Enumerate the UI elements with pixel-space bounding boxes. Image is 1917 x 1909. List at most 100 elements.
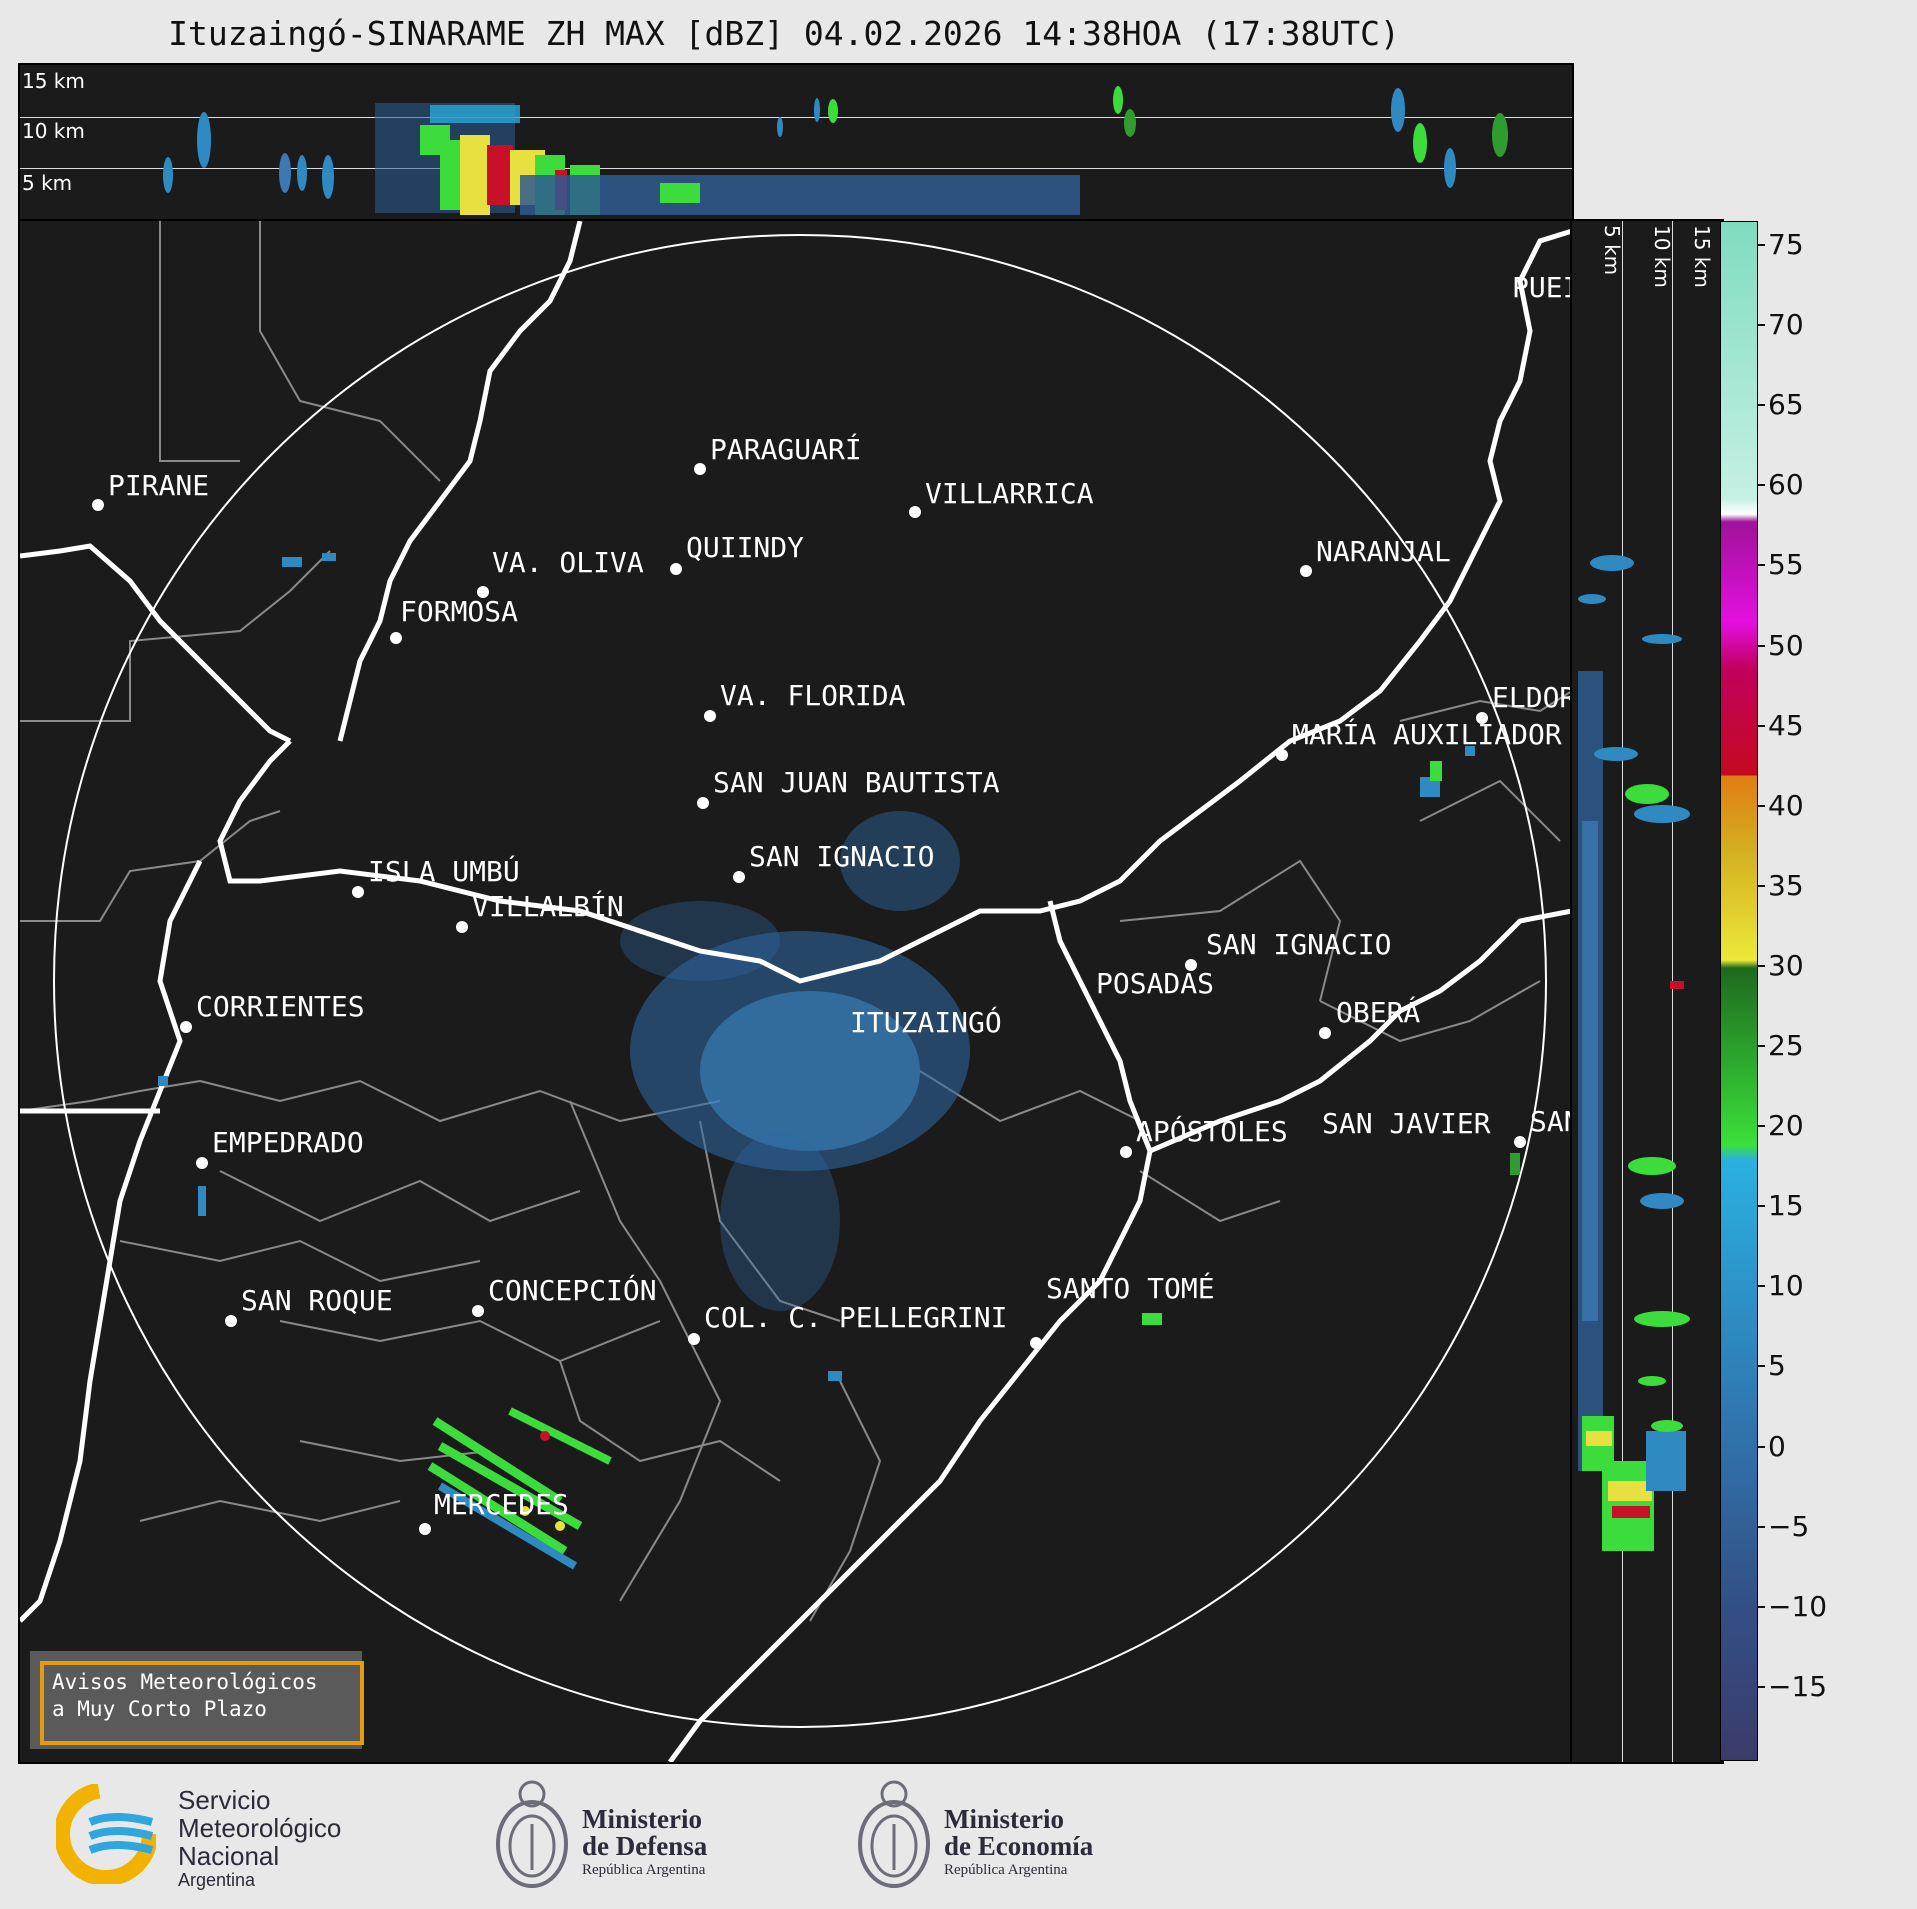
- colorbar-tick-label: 20: [1768, 1109, 1804, 1143]
- top-echoes: [163, 86, 1508, 215]
- colorbar-tick-label: 45: [1768, 708, 1804, 742]
- economia-logo-text: Ministerio de Economía República Argenti…: [944, 1806, 1093, 1880]
- city-label-apostoles: APÓSTOLES: [1136, 1115, 1288, 1148]
- city-dot: [1300, 565, 1312, 577]
- colorbar-tick-label: 40: [1768, 788, 1804, 822]
- city-dot: [704, 710, 716, 722]
- colorbar-tick-label: 65: [1768, 388, 1804, 422]
- city-label-villarrica: VILLARRICA: [925, 477, 1094, 510]
- city-label-empedrado: EMPEDRADO: [212, 1126, 364, 1159]
- altitude-line-5km: [20, 168, 1572, 169]
- smn-line-2: Meteorológico: [178, 1813, 342, 1843]
- city-label-ituzaingo: ITUZAINGÓ: [850, 1006, 1002, 1039]
- city-label-san-ignacio-ar: SAN IGNACIO: [1206, 928, 1392, 961]
- city-label-san-juan-bautista: SAN JUAN BAUTISTA: [713, 766, 1000, 799]
- city-dot: [697, 797, 709, 809]
- city-label-san: SAN: [1530, 1105, 1572, 1138]
- city-label-formosa: FORMOSA: [400, 595, 519, 628]
- colorbar-tick-mark: [1757, 964, 1765, 967]
- side-line-5km: [1622, 221, 1623, 1762]
- side-echoes: [1578, 555, 1690, 1551]
- colorbar-tick-mark: [1757, 1045, 1765, 1048]
- colorbar-tick-label: 60: [1768, 468, 1804, 502]
- colorbar-tick-mark: [1757, 724, 1765, 727]
- colorbar-tick-label: 5: [1768, 1349, 1786, 1383]
- colorbar-tick-label: 50: [1768, 628, 1804, 662]
- near-radar-echoes: [620, 811, 970, 1311]
- colorbar-tick-mark: [1757, 1605, 1765, 1608]
- colorbar-tick-label: 10: [1768, 1269, 1804, 1303]
- colorbar-tick-mark: [1757, 1365, 1765, 1368]
- colorbar-tick-label: 70: [1768, 308, 1804, 342]
- colorbar-tick-label: −5: [1768, 1509, 1810, 1543]
- colorbar-tick-mark: [1757, 244, 1765, 247]
- altitude-label-10km: 10 km: [22, 119, 85, 143]
- avisos-line-2: a Muy Corto Plazo: [52, 1697, 267, 1721]
- colorbar-tick-mark: [1757, 324, 1765, 327]
- city-dot: [1476, 712, 1488, 724]
- city-label-puei: PUEI: [1512, 271, 1574, 304]
- city-label-concepcion: CONCEPCIÓN: [488, 1274, 657, 1307]
- smn-logo-icon: [56, 1784, 156, 1884]
- city-label-pirane: PIRANE: [108, 469, 210, 502]
- smn-logo-text: Servicio Meteorológico Nacional Argentin…: [178, 1786, 341, 1890]
- scattered-echoes: [158, 553, 1520, 1381]
- city-dot: [477, 586, 489, 598]
- defensa-line-2: de Defensa: [582, 1831, 708, 1861]
- side-echo-layer: [1578, 555, 1690, 1551]
- avisos-frame: Avisos Meteorológicos a Muy Corto Plazo: [40, 1661, 364, 1745]
- defensa-line-1: Ministerio: [582, 1804, 702, 1834]
- city-dot: [1120, 1146, 1132, 1158]
- city-label-corrientes: CORRIENTES: [196, 990, 365, 1023]
- city-dot: [196, 1157, 208, 1169]
- city-label-va-florida: VA. FLORIDA: [720, 679, 906, 712]
- city-label-va-oliva: VA. OLIVA: [492, 546, 644, 579]
- colorbar-tick-label: 30: [1768, 948, 1804, 982]
- side-line-10km: [1672, 221, 1673, 1762]
- city-dot: [909, 506, 921, 518]
- colorbar-tick-mark: [1757, 884, 1765, 887]
- economia-coat-of-arms-icon: [858, 1780, 930, 1888]
- radar-map-panel: PIRANE PARAGUARÍ VILLARRICA VA. OLIVA QU…: [18, 219, 1574, 1764]
- colorbar-tick-mark: [1757, 1685, 1765, 1688]
- city-dot: [180, 1021, 192, 1033]
- colorbar-tick-mark: [1757, 404, 1765, 407]
- colorbar-gradient: [1721, 222, 1757, 1760]
- city-label-san-ignacio-py: SAN IGNACIO: [749, 840, 935, 873]
- colorbar-tick-label: −10: [1768, 1589, 1828, 1623]
- city-dot: [1030, 1337, 1042, 1349]
- city-dot: [456, 921, 468, 933]
- colorbar-tick-mark: [1757, 644, 1765, 647]
- city-label-obera: OBERÁ: [1336, 996, 1421, 1029]
- dbz-colorbar: [1720, 221, 1758, 1761]
- city-label-naranjal: NARANJAL: [1316, 535, 1451, 568]
- city-label-eldor: ELDOR: [1492, 681, 1574, 714]
- smn-line-1: Servicio: [178, 1785, 271, 1815]
- admin-borders: [20, 221, 1572, 1622]
- colorbar-tick-mark: [1757, 1285, 1765, 1288]
- city-dot: [1514, 1136, 1526, 1148]
- colorbar-tick-mark: [1757, 484, 1765, 487]
- city-dot: [1185, 959, 1197, 971]
- colorbar-tick-label: 35: [1768, 868, 1804, 902]
- city-label-maria-auxiliador: MARÍA AUXILIADOR: [1292, 718, 1562, 751]
- city-label-quiindy: QUIINDY: [686, 531, 805, 564]
- city-dot: [733, 871, 745, 883]
- smn-line-3: Nacional: [178, 1841, 280, 1871]
- smn-line-4: Argentina: [178, 1870, 256, 1890]
- top-altitude-panel: 15 km 10 km 5 km: [18, 63, 1574, 221]
- defensa-logo-text: Ministerio de Defensa República Argentin…: [582, 1806, 707, 1880]
- economia-line-1: Ministerio: [944, 1804, 1064, 1834]
- altitude-line-10km: [20, 117, 1572, 118]
- colorbar-tick-mark: [1757, 804, 1765, 807]
- colorbar-tick-mark: [1757, 1445, 1765, 1448]
- city-label-col-pellegrini: COL. C. PELLEGRINI: [704, 1301, 1008, 1334]
- city-dot: [688, 1333, 700, 1345]
- colorbar-tick-label: 75: [1768, 228, 1804, 262]
- defensa-line-3: República Argentina: [582, 1862, 706, 1878]
- colorbar-tick-label: 55: [1768, 548, 1804, 582]
- city-dot: [694, 463, 706, 475]
- city-dot: [1276, 749, 1288, 761]
- city-dot: [670, 563, 682, 575]
- city-label-villalbin: VILLALBÍN: [472, 890, 624, 923]
